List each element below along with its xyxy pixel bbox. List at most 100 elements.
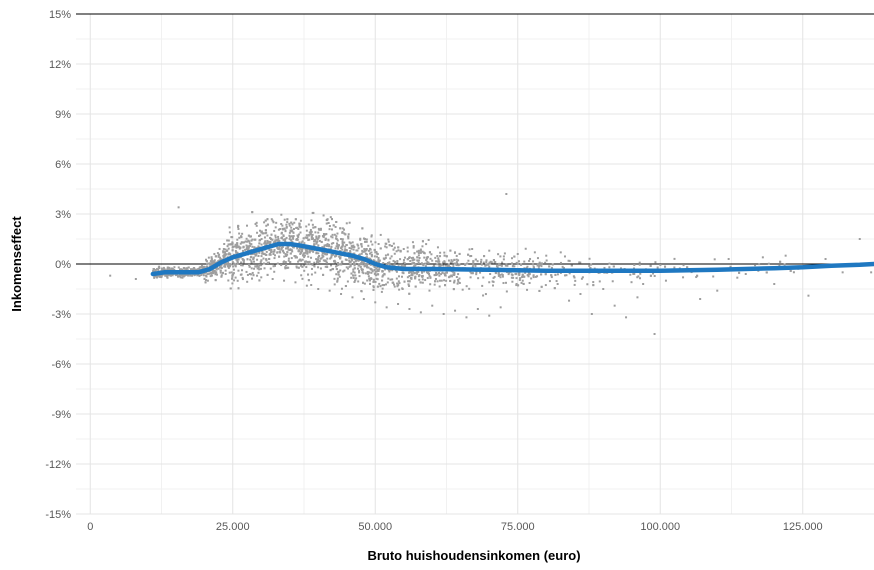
scatter-point: [370, 253, 373, 256]
scatter-point: [357, 264, 360, 267]
scatter-point: [348, 241, 351, 244]
scatter-point: [511, 265, 514, 268]
scatter-point: [203, 272, 206, 275]
scatter-point: [393, 263, 396, 266]
scatter-point: [353, 263, 356, 266]
scatter-point: [158, 275, 161, 278]
scatter-point: [260, 259, 263, 262]
scatter-point: [229, 243, 232, 246]
scatter-point: [238, 232, 241, 235]
scatter-point: [391, 278, 394, 281]
scatter-point: [311, 263, 314, 266]
scatter-point: [288, 222, 291, 225]
scatter-point: [290, 240, 293, 243]
scatter-point: [485, 263, 488, 266]
scatter-point: [134, 278, 137, 280]
scatter-point: [335, 235, 338, 238]
scatter-point: [370, 234, 373, 237]
scatter-point: [187, 266, 190, 269]
scatter-point: [319, 267, 322, 270]
scatter-point: [237, 246, 240, 249]
scatter-point: [235, 246, 238, 249]
scatter-point: [475, 271, 478, 274]
scatter-point: [449, 261, 452, 264]
scatter-point: [218, 247, 221, 250]
scatter-point: [232, 268, 235, 271]
scatter-point: [312, 226, 315, 229]
scatter-point: [235, 245, 238, 248]
scatter-point: [570, 264, 573, 267]
scatter-point: [413, 258, 416, 261]
scatter-point: [421, 274, 424, 277]
scatter-point: [453, 258, 456, 261]
scatter-point: [364, 272, 367, 275]
scatter-point: [362, 260, 365, 263]
scatter-point: [384, 245, 387, 248]
scatter-point: [592, 284, 595, 287]
scatter-point: [391, 269, 394, 272]
scatter-point: [286, 246, 289, 249]
scatter-point: [603, 266, 606, 269]
scatter-point: [292, 235, 295, 238]
scatter-point: [250, 261, 253, 264]
scatter-point: [531, 263, 534, 266]
scatter-point: [300, 259, 303, 262]
scatter-point: [317, 236, 320, 239]
scatter-point: [335, 245, 338, 248]
scatter-point: [406, 258, 409, 261]
scatter-point: [209, 275, 212, 278]
scatter-point: [427, 238, 430, 241]
scatter-point: [413, 252, 416, 255]
scatter-point: [310, 249, 313, 252]
scatter-point: [237, 258, 240, 261]
scatter-point: [465, 316, 468, 319]
scatter-point: [296, 238, 299, 241]
scatter-point: [295, 266, 298, 269]
scatter-point: [263, 241, 266, 244]
scatter-point: [408, 280, 411, 283]
scatter-point: [427, 261, 430, 264]
scatter-point: [402, 265, 405, 268]
scatter-point: [426, 277, 429, 280]
scatter-point: [370, 251, 373, 254]
scatter-point: [353, 261, 356, 264]
scatter-point: [379, 233, 382, 236]
scatter-point: [248, 240, 251, 243]
scatter-point: [407, 283, 410, 286]
scatter-point: [418, 257, 421, 260]
scatter-point: [309, 230, 312, 233]
scatter-point: [213, 252, 216, 255]
scatter-point: [229, 265, 232, 268]
scatter-point: [234, 265, 237, 268]
scatter-point: [410, 271, 413, 274]
scatter-point: [258, 239, 261, 242]
scatter-point: [236, 279, 239, 282]
scatter-point: [592, 281, 595, 284]
scatter-point: [334, 247, 337, 250]
y-tick-label: 12%: [49, 59, 71, 71]
scatter-point: [301, 254, 304, 257]
scatter-point: [331, 236, 334, 239]
scatter-point: [244, 240, 247, 243]
scatter-point: [783, 263, 786, 266]
scatter-point: [336, 279, 339, 282]
scatter-point: [336, 239, 339, 242]
scatter-point: [354, 279, 357, 282]
scatter-point: [330, 264, 333, 267]
scatter-point: [317, 261, 320, 264]
scatter-point: [242, 245, 245, 248]
scatter-point: [246, 258, 249, 261]
scatter-point: [193, 273, 196, 276]
scatter-point: [375, 260, 378, 263]
scatter-point: [608, 262, 611, 265]
scatter-point: [330, 256, 333, 259]
scatter-point: [256, 267, 259, 270]
scatter-point: [397, 275, 400, 278]
scatter-point: [236, 262, 239, 265]
scatter-point: [480, 263, 483, 266]
scatter-point: [416, 272, 419, 275]
scatter-point: [519, 277, 522, 280]
y-tick-label: -15%: [45, 509, 71, 521]
scatter-point: [168, 267, 171, 270]
scatter-point: [506, 264, 509, 267]
